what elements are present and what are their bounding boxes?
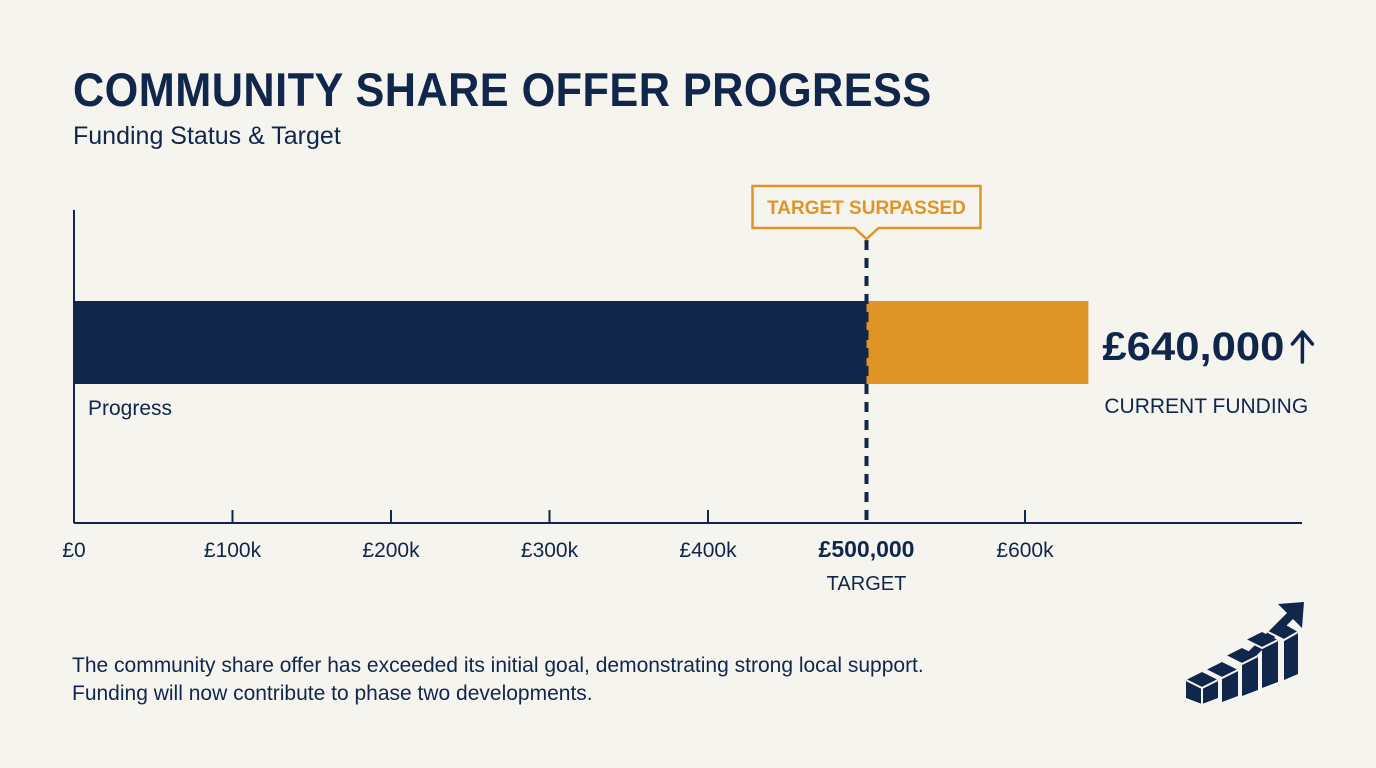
chart-bars bbox=[74, 301, 1089, 384]
current-funding-value: £640,000 bbox=[1102, 325, 1284, 369]
x-tick-label: £0 bbox=[62, 539, 85, 562]
page-subtitle: Funding Status & Target bbox=[73, 122, 341, 150]
growth-stairs-arrow-icon bbox=[1185, 602, 1304, 704]
target-callout-box bbox=[751, 184, 982, 241]
category-label: Progress bbox=[88, 397, 172, 420]
x-tick-label: £600k bbox=[996, 539, 1054, 562]
x-tick-label: £300k bbox=[521, 539, 579, 562]
x-tick-label: £500,000 bbox=[819, 536, 915, 562]
current-funding-caption: CURRENT FUNDING bbox=[1104, 395, 1308, 418]
footer-note: The community share offer has exceeded i… bbox=[72, 654, 924, 705]
bar-segment-raised-to-target bbox=[74, 301, 867, 384]
funding-progress-chart: TARGET SURPASSED £0 £100k £200k £300k £400k £… bbox=[62, 184, 1315, 595]
up-arrow-icon bbox=[1290, 330, 1315, 364]
x-tick-label: £400k bbox=[679, 539, 737, 562]
bar-segment-above-target bbox=[866, 301, 1089, 384]
x-tick-label: £200k bbox=[362, 539, 420, 562]
x-tick-sublabel: TARGET bbox=[827, 573, 907, 595]
target-marker: TARGET SURPASSED bbox=[751, 184, 982, 523]
page-title: COMMUNITY SHARE OFFER PROGRESS bbox=[73, 63, 932, 116]
x-tick-label: £100k bbox=[204, 539, 262, 562]
chart-labels: £0 £100k £200k £300k £400k £500,000 TARGET £600… bbox=[62, 325, 1315, 595]
target-callout-text: TARGET SURPASSED bbox=[767, 198, 966, 219]
